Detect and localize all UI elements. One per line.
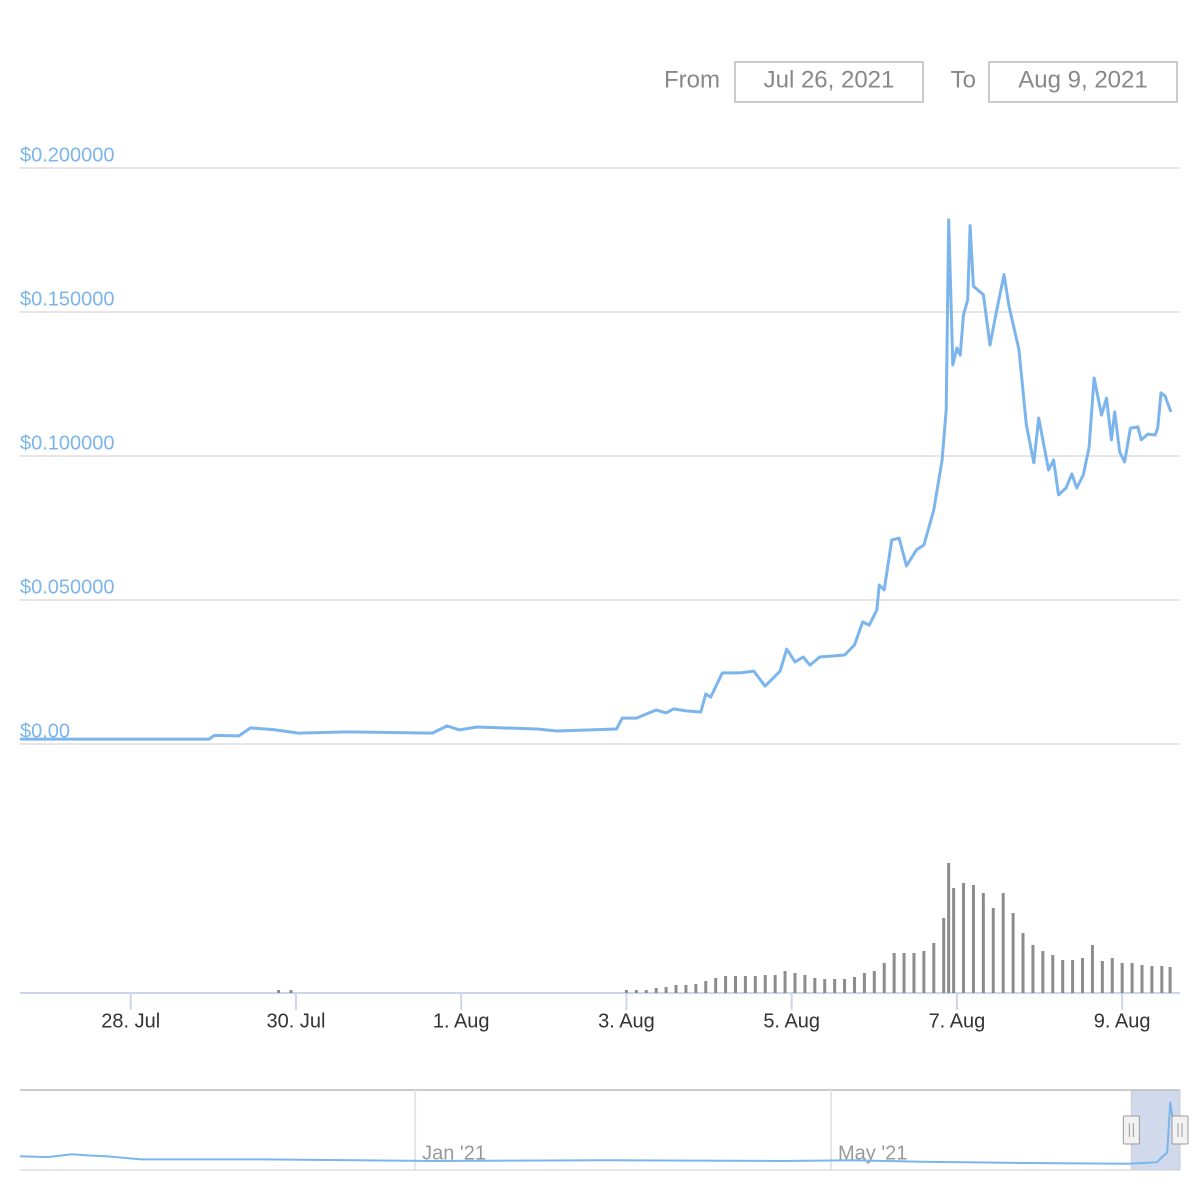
x-tick-label: 5. Aug — [763, 1010, 820, 1032]
price-line — [20, 218, 1173, 741]
volume-bar — [862, 973, 866, 993]
volume-bar — [277, 990, 281, 993]
to-input[interactable] — [988, 61, 1178, 103]
volume-bar — [724, 976, 728, 993]
x-tick-label: 9. Aug — [1094, 1010, 1151, 1032]
volume-bar — [912, 953, 916, 993]
volume-bar — [793, 973, 797, 993]
volume-bar — [892, 953, 896, 993]
volume-bar — [1061, 960, 1065, 993]
volume-bar — [644, 990, 648, 993]
volume-bar — [1130, 963, 1134, 993]
y-tick-label: $0.150000 — [20, 288, 115, 310]
volume-bar — [1140, 965, 1144, 993]
volume-bar — [684, 985, 688, 993]
volume-bar — [714, 978, 718, 993]
volume-bar — [932, 943, 936, 993]
volume-bar — [1051, 955, 1055, 993]
volume-bar — [981, 893, 985, 993]
y-tick-label: $0.200000 — [20, 144, 115, 166]
volume-bar — [1081, 958, 1085, 993]
volume-bar — [1100, 961, 1104, 993]
x-tick-label: 28. Jul — [101, 1010, 160, 1032]
volume-bar — [704, 981, 708, 993]
volume-bar — [843, 979, 847, 993]
volume-bar — [882, 963, 886, 993]
volume-bar — [289, 990, 293, 993]
volume-bar — [1120, 963, 1124, 993]
volume-bar — [753, 976, 757, 993]
volume-bar — [1021, 933, 1025, 993]
volume-bar — [743, 976, 747, 993]
x-tick-label: 3. Aug — [598, 1010, 655, 1032]
from-input[interactable] — [734, 61, 924, 103]
volume-bar — [962, 883, 966, 993]
volume-bar — [1041, 951, 1045, 993]
from-value[interactable]: Jul 26, 2021 — [764, 66, 895, 93]
volume-bar — [1090, 945, 1094, 993]
volume-bar — [971, 885, 975, 993]
volume-bar — [833, 979, 837, 993]
volume-bar — [694, 984, 698, 993]
volume-bar — [942, 918, 946, 993]
y-tick-label: $0.050000 — [20, 576, 115, 598]
navigator-line — [19, 1101, 1181, 1165]
volume-bar — [1031, 945, 1035, 993]
x-tick-label: 30. Jul — [266, 1010, 325, 1032]
volume-bar — [763, 975, 767, 993]
y-tick-label: $0.100000 — [20, 432, 115, 454]
volume-bar — [947, 863, 951, 993]
y-tick-label: $0.00 — [20, 720, 70, 742]
volume-bar — [1160, 966, 1164, 993]
volume-bar — [624, 990, 628, 993]
navigator-handle[interactable] — [1171, 1115, 1189, 1145]
volume-bar — [674, 985, 678, 993]
volume-bar — [773, 975, 777, 993]
volume-bar — [1071, 960, 1075, 993]
to-label: To — [951, 66, 976, 93]
volume-bar — [1110, 958, 1114, 993]
volume-bar — [823, 979, 827, 993]
volume-bar — [852, 977, 856, 993]
volume-bar — [634, 990, 638, 993]
volume-bar — [654, 988, 658, 993]
navigator-tick-label: Jan '21 — [422, 1142, 486, 1164]
volume-bar — [803, 975, 807, 993]
volume-bar — [1150, 966, 1154, 993]
x-tick-label: 1. Aug — [433, 1010, 490, 1032]
volume-bar — [1001, 893, 1005, 993]
volume-bar — [952, 888, 956, 993]
volume-bar — [872, 971, 876, 993]
volume-bar — [902, 953, 906, 993]
volume-bar — [1011, 913, 1015, 993]
navigator-tick-label: May '21 — [838, 1142, 907, 1164]
navigator-handle[interactable] — [1122, 1115, 1140, 1145]
volume-bar — [813, 978, 817, 993]
x-tick-label: 7. Aug — [929, 1010, 986, 1032]
volume-bar — [733, 976, 737, 993]
volume-bar — [991, 908, 995, 993]
volume-bar — [922, 951, 926, 993]
volume-bar — [664, 987, 668, 993]
to-value[interactable]: Aug 9, 2021 — [1018, 66, 1147, 93]
from-label: From — [664, 66, 720, 93]
volume-bar — [783, 971, 787, 993]
volume-bar — [1168, 967, 1172, 993]
